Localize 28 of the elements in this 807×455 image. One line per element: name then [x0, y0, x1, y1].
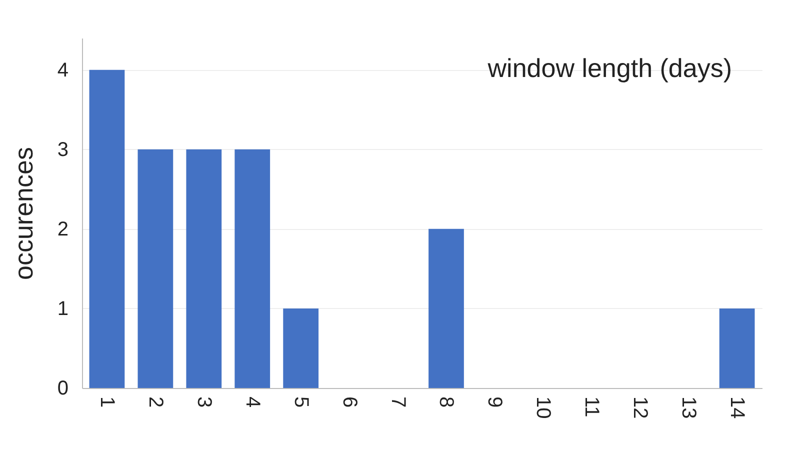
- x-tick-label: 11: [580, 396, 603, 418]
- y-tick-label: 0: [57, 378, 68, 400]
- bar: [283, 308, 319, 388]
- x-tick-label: 6: [338, 396, 360, 408]
- x-tick-label: 3: [192, 396, 215, 408]
- x-tick-label: 1: [96, 396, 118, 408]
- y-tick-label: 1: [57, 298, 68, 320]
- x-tick-label: 10: [532, 396, 554, 419]
- x-tick-label: 4: [241, 396, 264, 408]
- x-tick-label: 12: [629, 396, 652, 419]
- x-tick-label: 8: [435, 396, 458, 408]
- bar: [138, 149, 174, 388]
- y-tick-label: 4: [57, 59, 68, 82]
- x-tick-label: 13: [678, 396, 700, 419]
- x-tick-label: 2: [144, 396, 166, 408]
- y-tick-label: 3: [57, 138, 68, 161]
- bar: [428, 228, 464, 388]
- bar: [234, 149, 270, 388]
- bar: [186, 149, 222, 388]
- x-tick-label: 7: [386, 396, 409, 408]
- x-tick-label: 5: [290, 396, 312, 408]
- y-tick-label: 2: [57, 218, 68, 240]
- bar: [89, 70, 125, 388]
- text: window length (days): [486, 53, 732, 83]
- y-axis-title: occurences: [8, 147, 38, 280]
- x-tick-label: 9: [484, 396, 506, 408]
- x-tick-label: 14: [726, 396, 748, 419]
- bar: [719, 308, 755, 388]
